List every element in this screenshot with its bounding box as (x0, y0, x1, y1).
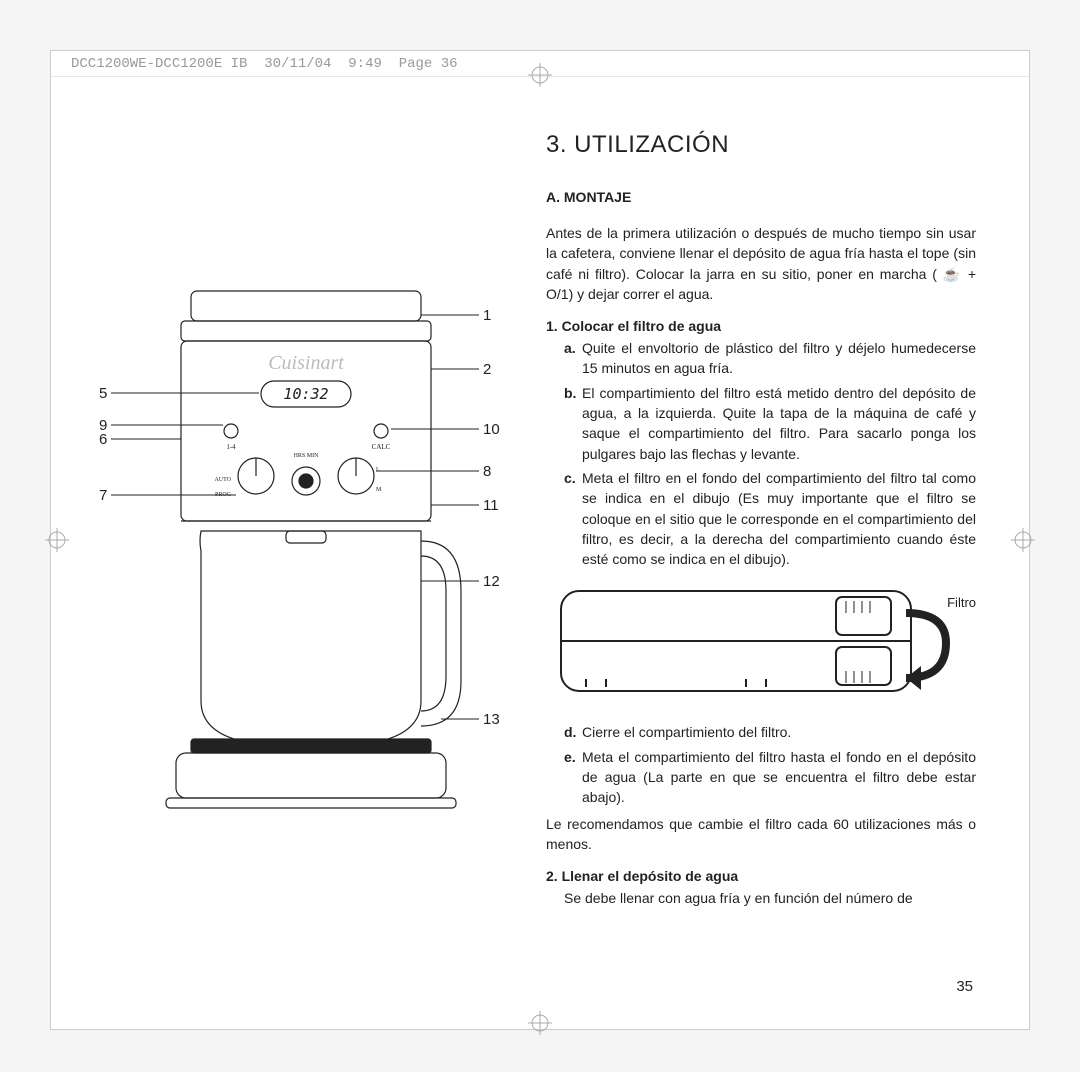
step1-list-continued: d.Cierre el compartimiento del filtro. e… (546, 722, 976, 807)
crop-mark-left-icon (45, 528, 69, 552)
list-item: c.Meta el filtro en el fondo del compart… (564, 468, 976, 569)
callout-5: 5 (99, 385, 107, 402)
callout-lines-right (376, 315, 479, 719)
step2-text: Se debe llenar con agua fría y en funció… (546, 888, 976, 908)
filtro-label: Filtro (947, 595, 976, 610)
svg-text:L: L (376, 467, 380, 473)
doc-time: 9:49 (348, 56, 382, 72)
svg-text:1-4: 1-4 (226, 443, 236, 451)
intro-paragraph: Antes de la primera utilización o despué… (546, 223, 976, 304)
step1-title: 1. Colocar el filtro de agua (546, 318, 976, 334)
filter-svg (546, 583, 976, 703)
recommend-paragraph: Le recomendamos que cambie el filtro cad… (546, 814, 976, 855)
crop-mark-bottom-icon (528, 1011, 552, 1035)
crop-mark-right-icon (1011, 528, 1035, 552)
callout-12: 12 (483, 573, 500, 590)
brand-label: Cuisinart (268, 352, 344, 374)
callout-11: 11 (483, 497, 499, 514)
section-title: 3. UTILIZACIÓN (546, 131, 976, 159)
coffeemaker-svg: Cuisinart 10:32 1-4 CALC HRS MIN AUTO PR… (81, 281, 511, 851)
callout-lines-left (111, 393, 259, 495)
svg-text:M: M (376, 487, 382, 493)
callout-2: 2 (483, 361, 491, 378)
svg-text:HRS MIN: HRS MIN (294, 453, 320, 459)
crop-mark-top-icon (528, 63, 552, 87)
callout-8: 8 (483, 463, 491, 480)
step1-list: a.Quite el envoltorio de plástico del fi… (546, 338, 976, 569)
svg-text:AUTO: AUTO (214, 477, 231, 483)
list-item: b.El compartimiento del filtro está meti… (564, 383, 976, 464)
manual-page: DCC1200WE-DCC1200E IB 30/11/04 9:49 Page… (50, 50, 1030, 1030)
callout-13: 13 (483, 711, 500, 728)
coffeemaker-diagram: Cuisinart 10:32 1-4 CALC HRS MIN AUTO PR… (81, 281, 511, 881)
doc-page-label: Page 36 (399, 56, 458, 72)
callout-6: 6 (99, 431, 107, 448)
doc-date: 30/11/04 (264, 56, 331, 72)
list-item: d.Cierre el compartimiento del filtro. (564, 722, 976, 742)
callout-1: 1 (483, 307, 491, 324)
doc-id: DCC1200WE-DCC1200E IB (71, 56, 247, 72)
list-item: e.Meta el compartimiento del filtro hast… (564, 747, 976, 808)
list-item: a.Quite el envoltorio de plástico del fi… (564, 338, 976, 379)
text-column: 3. UTILIZACIÓN A. MONTAJE Antes de la pr… (546, 131, 976, 909)
callout-10: 10 (483, 421, 500, 438)
clock-display: 10:32 (283, 385, 328, 403)
page-number: 35 (956, 978, 973, 995)
svg-text:CALC: CALC (372, 443, 391, 451)
step2-title: 2. Llenar el depósito de agua (546, 868, 976, 884)
filter-figure: Filtro (546, 583, 976, 708)
callout-7: 7 (99, 487, 107, 504)
subsection-title: A. MONTAJE (546, 189, 976, 205)
